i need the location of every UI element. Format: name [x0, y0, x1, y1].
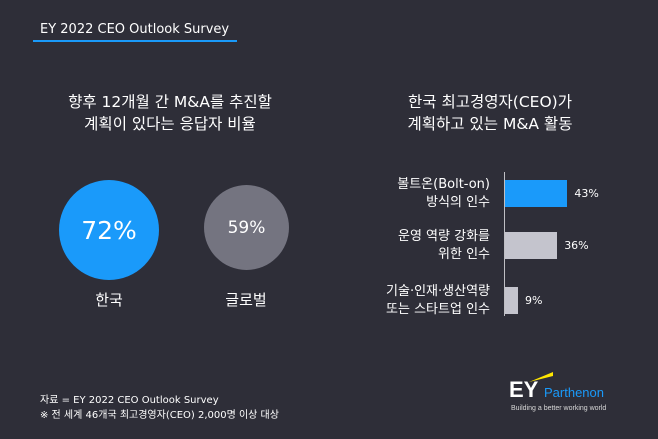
bar — [505, 287, 519, 314]
global-label: 글로벌 — [225, 291, 267, 309]
global-percent-circle: 59% — [204, 185, 289, 270]
bar-category-label-line: 또는 스타트업 인수 — [386, 301, 490, 317]
bar-category-label-line: 방식의 인수 — [426, 194, 490, 210]
ey-beam-icon — [529, 372, 553, 382]
bar-value-label: 36% — [564, 238, 589, 252]
bar-category-label: 볼트온(Bolt-on) 방식의 인수 — [397, 176, 490, 212]
logo-ey-text: EY — [509, 377, 539, 402]
header-title: EY 2022 CEO Outlook Survey — [40, 22, 230, 37]
bar-axis-line — [504, 172, 505, 316]
korea-label: 한국 — [95, 291, 123, 309]
bar-category-label-line: 기술·인재·생산역량 — [386, 283, 490, 299]
ey-parthenon-logo: EY Parthenon Building a better working w… — [503, 372, 653, 422]
left-title-line-1: 향후 12개월 간 M&A를 추진할 — [68, 93, 272, 111]
right-title-line-2: 계획하고 있는 M&A 활동 — [407, 115, 573, 133]
right-title: 한국 최고경영자(CEO)가 계획하고 있는 M&A 활동 — [370, 91, 610, 135]
left-title-line-2: 계획이 있다는 응답자 비율 — [84, 115, 256, 133]
bar-value-label: 43% — [574, 186, 599, 200]
bar-value-label: 9% — [525, 293, 543, 307]
bar-category-label-line: 볼트온(Bolt-on) — [397, 176, 490, 192]
logo-parthenon-text: Parthenon — [544, 385, 604, 400]
left-title: 향후 12개월 간 M&A를 추진할 계획이 있다는 응답자 비율 — [40, 91, 300, 135]
korea-percent-circle: 72% — [59, 180, 159, 280]
bar — [505, 180, 568, 207]
logo-tagline: Building a better working world — [511, 405, 607, 412]
header-underline — [33, 40, 237, 42]
bar-category-label-line: 운영 역량 강화를 — [398, 228, 490, 244]
right-title-line-1: 한국 최고경영자(CEO)가 — [408, 93, 572, 111]
footer-note: ※ 전 세계 46개국 최고경영자(CEO) 2,000명 이상 대상 — [40, 410, 279, 421]
bar — [505, 232, 558, 259]
footer-source: 자료 = EY 2022 CEO Outlook Survey — [40, 395, 219, 406]
bar-category-label-line: 위한 인수 — [438, 246, 490, 262]
korea-percent-label: 72% — [81, 215, 137, 245]
global-percent-label: 59% — [227, 217, 266, 238]
